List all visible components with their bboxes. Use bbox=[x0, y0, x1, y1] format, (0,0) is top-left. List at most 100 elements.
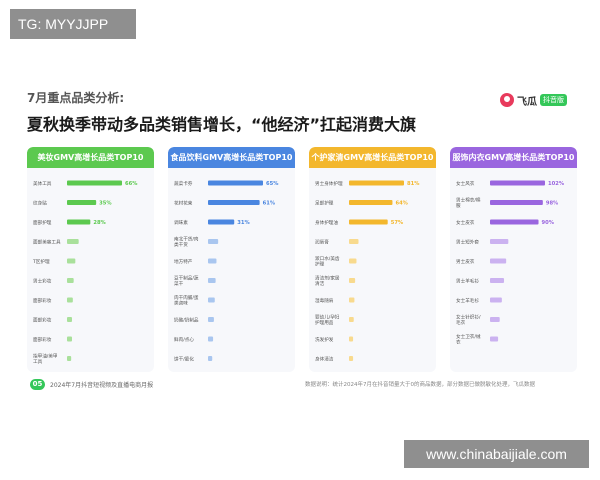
apparel-bar-chart: 女士风衣 102% 男士棉衣/棉服 98% 女士皮衣 90% 男士短外套男士皮衣男士羊毛衫女… bbox=[456, 180, 565, 346]
bar bbox=[208, 356, 213, 361]
personal-care-bar-chart: 男士身体护理 81% 足部护理 64% 身体护理油 57% 润唇膏漱口水/美齿护理清洁剂/家… bbox=[315, 180, 420, 362]
category-label: 调味素 bbox=[174, 219, 188, 226]
value-label: 65% bbox=[266, 181, 279, 187]
category-label: 身体护理油 bbox=[315, 219, 338, 226]
bar bbox=[349, 258, 357, 264]
chart-title: 食品饮料GMV高增长品类TOP10 bbox=[168, 147, 295, 168]
bar bbox=[67, 180, 122, 186]
page-title: 夏秋换季带动多品类销售增长，“他经济”扛起消费大旗 bbox=[27, 115, 417, 134]
category-label: 润唇膏 bbox=[315, 238, 329, 245]
value-label: 81% bbox=[407, 181, 420, 187]
category-label: 面部彩妆 bbox=[33, 316, 52, 323]
category-label: 南北干货/肉类干货 bbox=[174, 236, 199, 248]
category-label: 花材花束 bbox=[174, 199, 193, 206]
category-label: 洗发护发 bbox=[315, 336, 334, 343]
category-label: 女士卫衣/绒衣 bbox=[456, 333, 481, 345]
bar bbox=[67, 317, 72, 322]
category-label: 肉干肉脯/蛋类卤味 bbox=[174, 294, 199, 306]
bar bbox=[490, 317, 500, 322]
food-bar-chart: 蔬菜卡券 65% 花材花束 61% 调味素 31% 南北干货/肉类干货地方特产豆干制品/蔬菜… bbox=[174, 180, 279, 362]
chart-title: 个护家清GMV高增长品类TOP10 bbox=[309, 147, 436, 168]
category-label: 奶酪/奶制品 bbox=[174, 316, 199, 323]
site-watermark: www.chinabaijiale.com bbox=[404, 440, 589, 468]
bar bbox=[490, 239, 509, 244]
beauty-chart-panel: 美妆GMV高增长品类TOP10 美体工具 66% 纹身贴 35% 面部护理 28% 面部美容… bbox=[27, 147, 154, 372]
bar bbox=[67, 258, 76, 264]
bar bbox=[349, 356, 354, 361]
bar bbox=[349, 317, 354, 322]
category-label: 女士风衣 bbox=[456, 180, 475, 187]
overlay-tag: TG: MYYJJPP bbox=[10, 9, 136, 39]
category-label: 男士皮衣 bbox=[456, 258, 475, 265]
category-label: 女士羊毛衫 bbox=[456, 297, 479, 304]
bar bbox=[349, 200, 393, 205]
value-label: 66% bbox=[125, 181, 138, 187]
bar bbox=[490, 200, 543, 205]
category-label: 面部护理 bbox=[33, 219, 52, 226]
category-label: 男士棉衣/棉服 bbox=[456, 197, 481, 209]
apparel-chart-panel: 服饰内衣GMV高增长品类TOP10 女士风衣 102% 男士棉衣/棉服 98% 女士皮衣… bbox=[450, 147, 577, 372]
bar bbox=[208, 219, 235, 225]
category-label: 湿毒随肩 bbox=[315, 297, 334, 304]
brand-logo: 飞瓜 抖音版 bbox=[500, 92, 567, 108]
bar bbox=[349, 180, 404, 186]
bar bbox=[490, 219, 539, 225]
bar bbox=[208, 239, 219, 244]
logo-badge: 抖音版 bbox=[540, 94, 567, 106]
logo-icon bbox=[500, 93, 514, 107]
value-label: 28% bbox=[93, 220, 106, 226]
chart-title: 服饰内衣GMV高增长品类TOP10 bbox=[450, 147, 577, 168]
category-label: 清洁剂/家居清洁 bbox=[315, 275, 340, 287]
beauty-bar-chart: 美体工具 66%纹身贴 35%面部护理 28%面部美容工具T区护理男士彩妆面部彩妆面部… bbox=[32, 180, 138, 365]
bar bbox=[349, 219, 388, 225]
page-subtitle: 7月重点品类分析: bbox=[27, 91, 125, 105]
category-label: 婴幼儿/孕妇护理用品 bbox=[315, 314, 340, 326]
bar bbox=[67, 297, 73, 303]
category-label: 指甲油/美甲工具 bbox=[33, 353, 58, 365]
category-label: 鲜肉/点心 bbox=[174, 336, 194, 343]
bar bbox=[208, 278, 216, 283]
category-label: T区护理 bbox=[32, 258, 50, 265]
bar bbox=[67, 219, 91, 225]
bar bbox=[208, 200, 260, 205]
category-label: 漱口水/美齿护理 bbox=[315, 255, 340, 267]
value-label: 35% bbox=[99, 200, 112, 206]
food-chart-panel: 食品饮料GMV高增长品类TOP10 蔬菜卡券 65% 花材花束 61% 调味素 31% 南北… bbox=[168, 147, 295, 372]
category-label: 足部护理 bbox=[315, 199, 334, 206]
category-label: 美体工具 bbox=[33, 180, 52, 187]
bar bbox=[67, 239, 79, 244]
bar bbox=[490, 336, 499, 342]
bar bbox=[490, 278, 505, 283]
value-label: 57% bbox=[391, 220, 404, 226]
data-note: 数据说明：统计2024年7月在抖音销量大于0的商品数据，部分数据已做脱敏化处理，… bbox=[305, 382, 535, 388]
category-label: 男士羊毛衫 bbox=[456, 277, 479, 284]
category-label: 面部彩妆 bbox=[33, 297, 52, 304]
bar bbox=[490, 258, 507, 264]
category-label: 面部美容工具 bbox=[33, 238, 61, 245]
bar bbox=[349, 336, 354, 342]
bar bbox=[490, 297, 502, 303]
category-label: 面部彩妆 bbox=[33, 336, 52, 343]
bar bbox=[208, 258, 217, 264]
value-label: 90% bbox=[542, 220, 555, 226]
bar bbox=[67, 200, 97, 205]
value-label: 102% bbox=[548, 181, 565, 187]
bar bbox=[67, 356, 72, 361]
category-label: 蔬菜卡券 bbox=[174, 180, 193, 187]
chart-title: 美妆GMV高增长品类TOP10 bbox=[27, 147, 154, 168]
category-label: 男士短外套 bbox=[456, 238, 479, 245]
bar bbox=[349, 297, 355, 303]
category-label: 女士针织衫/毛衣 bbox=[456, 314, 481, 326]
category-label: 身体清洁 bbox=[315, 355, 334, 362]
value-label: 98% bbox=[546, 200, 559, 206]
category-label: 地方特产 bbox=[174, 258, 193, 265]
value-label: 64% bbox=[395, 200, 408, 206]
value-label: 31% bbox=[237, 220, 250, 226]
category-label: 饼干/膨化 bbox=[174, 355, 194, 362]
logo-name: 飞瓜 bbox=[517, 96, 537, 108]
bar bbox=[208, 180, 263, 186]
personal-care-chart-panel: 个护家清GMV高增长品类TOP10 男士身体护理 81% 足部护理 64% 身体护理油 5… bbox=[309, 147, 436, 372]
bar bbox=[208, 317, 214, 322]
category-label: 男士彩妆 bbox=[33, 277, 52, 284]
page-number: 05 bbox=[30, 379, 45, 390]
